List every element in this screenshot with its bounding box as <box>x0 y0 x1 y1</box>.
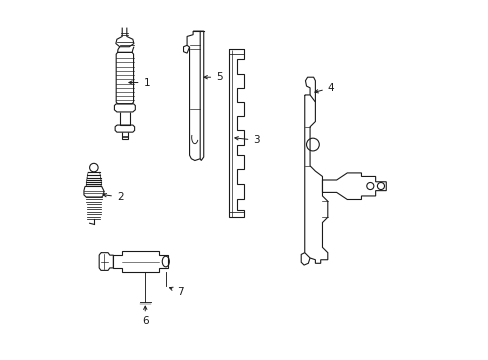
Text: 5: 5 <box>203 72 223 82</box>
Text: 4: 4 <box>314 83 334 93</box>
Text: 6: 6 <box>142 306 148 327</box>
Text: 1: 1 <box>129 77 150 87</box>
Text: 2: 2 <box>103 192 123 202</box>
Text: 3: 3 <box>234 135 260 145</box>
Text: 7: 7 <box>169 287 183 297</box>
